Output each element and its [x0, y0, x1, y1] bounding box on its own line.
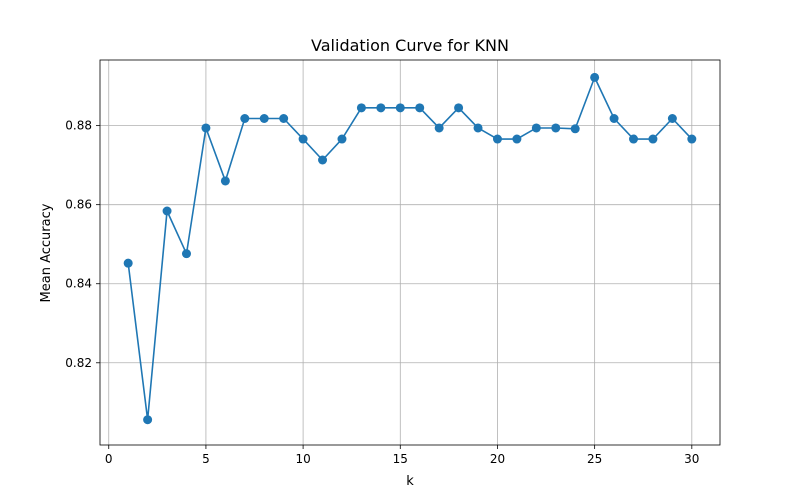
data-point [162, 206, 172, 216]
data-point [337, 134, 347, 144]
data-point [629, 134, 639, 144]
data-point [434, 123, 444, 133]
x-tick-label: 25 [587, 452, 602, 466]
data-point [181, 249, 191, 259]
grid [100, 60, 720, 445]
series-layer [123, 72, 697, 425]
y-tick-label: 0.84 [65, 277, 92, 291]
data-point [512, 134, 522, 144]
y-tick-label: 0.86 [65, 198, 92, 212]
x-tick-label: 5 [202, 452, 210, 466]
data-point [492, 134, 502, 144]
x-axis-label: k [406, 474, 414, 489]
x-tick-label: 15 [393, 452, 408, 466]
x-tick-label: 20 [490, 452, 505, 466]
data-point [454, 103, 464, 113]
data-point [570, 124, 580, 134]
x-axis-ticks: 0 5 10 15 20 25 30 [105, 445, 699, 466]
x-tick-label: 0 [105, 452, 113, 466]
data-point [687, 134, 697, 144]
data-point [609, 114, 619, 124]
x-tick-label: 10 [295, 452, 310, 466]
data-point [531, 123, 541, 133]
axes-frame [99, 59, 721, 446]
series-line [127, 76, 693, 421]
data-point [376, 103, 386, 113]
data-point [143, 415, 153, 425]
plot-area: 0 5 10 15 20 25 30 0.82 0.84 0.86 0.88 [65, 59, 721, 466]
y-tick-label: 0.82 [65, 356, 92, 370]
data-point [240, 114, 250, 124]
data-point [259, 114, 269, 124]
chart-title: Validation Curve for KNN [311, 36, 509, 55]
data-point [648, 134, 658, 144]
data-point [279, 114, 289, 124]
data-point [201, 123, 211, 133]
y-axis-ticks: 0.82 0.84 0.86 0.88 [65, 119, 100, 370]
data-point [318, 155, 328, 165]
data-point [667, 114, 677, 124]
x-tick-label: 30 [684, 452, 699, 466]
data-point [356, 103, 366, 113]
data-point [123, 258, 133, 268]
data-point [415, 103, 425, 113]
y-axis-label: Mean Accuracy [39, 203, 54, 302]
data-point [220, 176, 230, 186]
data-point [590, 72, 600, 82]
y-tick-label: 0.88 [65, 119, 92, 133]
data-point [473, 123, 483, 133]
data-point [395, 103, 405, 113]
data-point [551, 123, 561, 133]
data-point [298, 134, 308, 144]
